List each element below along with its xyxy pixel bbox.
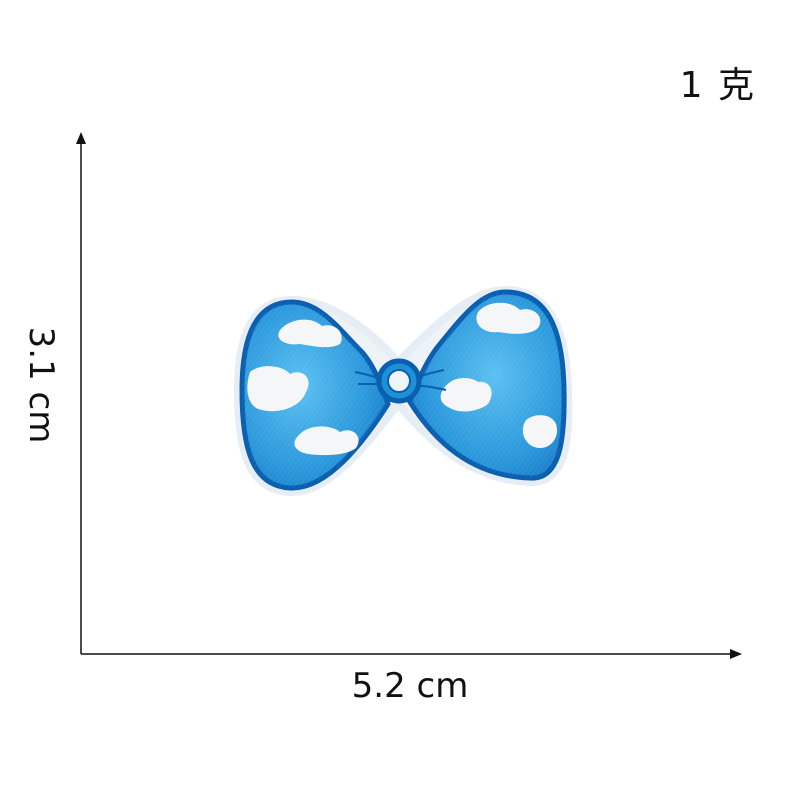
cloud-spots-left [247, 319, 359, 456]
bow-pleat-lines [354, 369, 447, 391]
weight-label: 1 克 [679, 65, 756, 106]
vertical-axis-arrow-icon [76, 132, 86, 144]
horizontal-axis-arrow-icon [730, 649, 742, 659]
width-dimension-label: 5.2 cm [351, 666, 469, 706]
cloud-spots-right [440, 302, 558, 448]
